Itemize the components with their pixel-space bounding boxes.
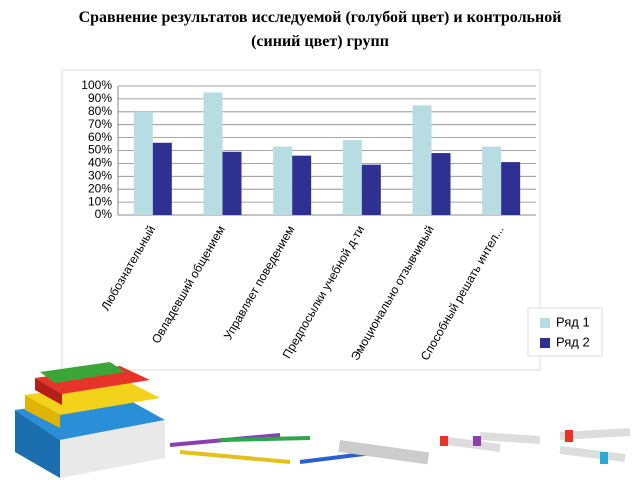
bar bbox=[431, 153, 451, 215]
bar bbox=[412, 105, 432, 215]
y-tick-label: 60% bbox=[88, 130, 112, 144]
bar bbox=[482, 146, 502, 215]
bar bbox=[501, 162, 521, 215]
bar bbox=[203, 92, 223, 215]
y-tick-label: 20% bbox=[88, 181, 112, 195]
y-tick-label: 40% bbox=[88, 156, 112, 170]
legend-swatch bbox=[540, 318, 550, 328]
y-tick-label: 70% bbox=[88, 117, 112, 131]
y-tick-label: 10% bbox=[88, 194, 112, 208]
y-tick-label: 100% bbox=[81, 78, 112, 92]
y-tick-label: 30% bbox=[88, 168, 112, 182]
y-tick-label: 50% bbox=[88, 143, 112, 157]
bar bbox=[292, 155, 312, 215]
bar bbox=[361, 164, 381, 215]
legend-swatch bbox=[540, 338, 550, 348]
chart-title: Сравнение результатов исследуемой (голуб… bbox=[79, 9, 562, 50]
legend-label: Ряд 1 bbox=[556, 314, 590, 329]
bar bbox=[152, 142, 172, 215]
y-tick-label: 90% bbox=[88, 91, 112, 105]
bar bbox=[222, 151, 242, 215]
bar bbox=[133, 111, 153, 215]
bar bbox=[273, 146, 293, 215]
bar bbox=[342, 140, 362, 215]
decoration bbox=[15, 362, 631, 478]
title-block: Сравнение результатов исследуемой (голуб… bbox=[79, 9, 562, 50]
y-tick-label: 80% bbox=[88, 104, 112, 118]
y-tick-label: 0% bbox=[95, 207, 113, 221]
legend-label: Ряд 2 bbox=[556, 334, 590, 349]
